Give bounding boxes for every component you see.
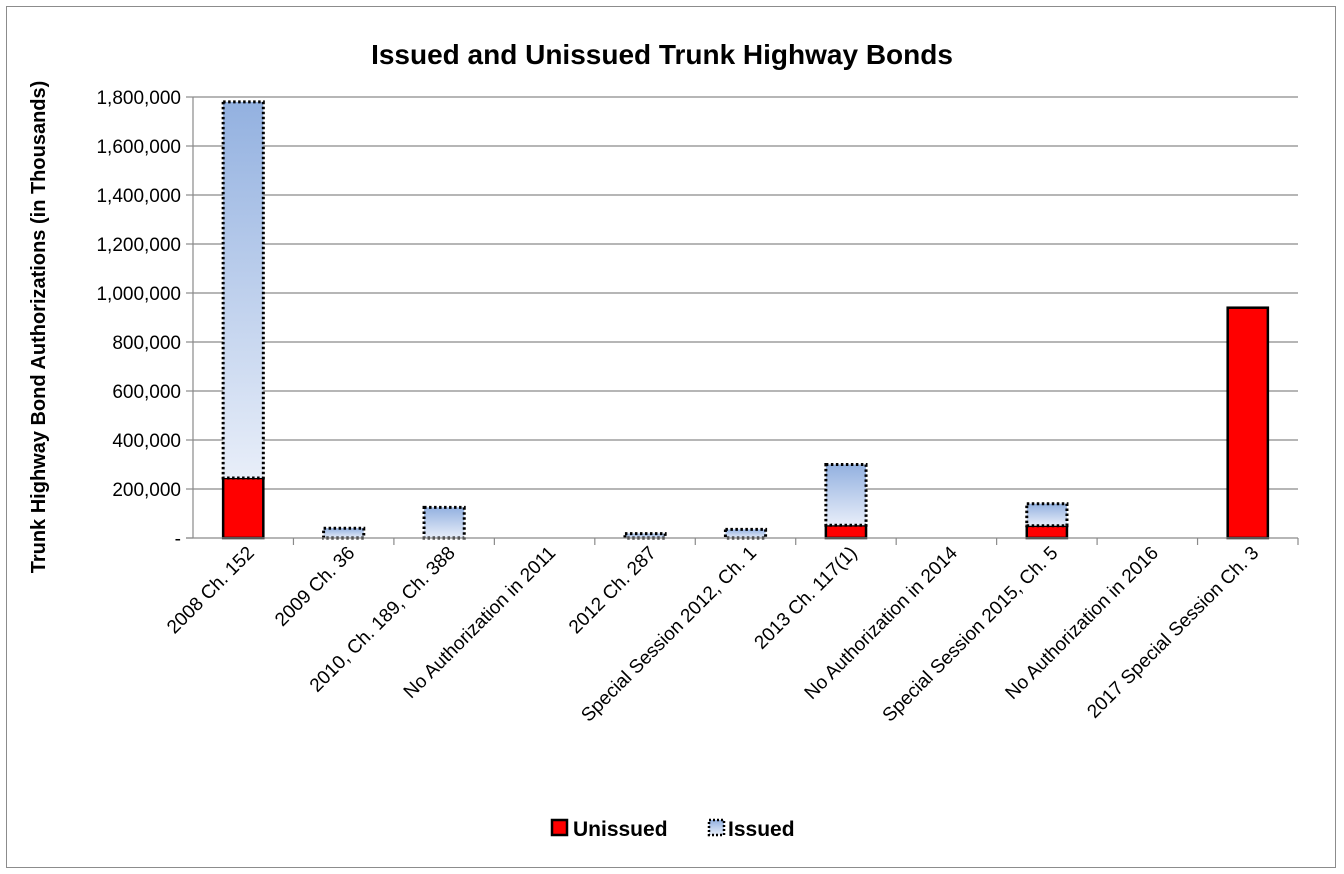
y-tick-label: 800,000 [112, 333, 181, 354]
x-tick-label: Special Session 2012, Ch. 1 [577, 543, 761, 727]
bar-issued [322, 526, 366, 540]
legend: Unissued Issued [550, 818, 795, 841]
x-tick-label: 2008 Ch. 152 [163, 543, 259, 639]
y-tick-label: 1,600,000 [96, 137, 181, 158]
legend-label-issued: Issued [728, 818, 795, 841]
bars [221, 100, 1270, 540]
x-tick-label: 2017 Special Session Ch. 3 [1083, 543, 1263, 723]
y-tick-label: 200,000 [112, 480, 181, 501]
y-axis-ticks: - 200,000 400,000 600,000 800,000 1,000,000 1,… [96, 88, 193, 550]
gridlines [193, 96, 1298, 490]
bar-issued [422, 505, 466, 540]
x-tick-label: 2009 Ch. 36 [271, 543, 359, 631]
y-tick-label: 1,000,000 [96, 284, 181, 305]
bar-issued [623, 532, 667, 540]
legend-label-unissued: Unissued [573, 818, 668, 841]
bar-unissued [1025, 524, 1069, 540]
y-axis-label: Trunk Highway Bond Authorizations (in Th… [28, 81, 50, 574]
bar-issued [1025, 502, 1069, 528]
y-tick-label: 600,000 [112, 382, 181, 403]
bar-unissued [824, 524, 868, 540]
bar-unissued [1226, 306, 1270, 540]
bar-issued [723, 527, 768, 540]
legend-swatch-issued [707, 818, 726, 837]
chart-frame: Issued and Unissued Trunk Highway Bonds … [6, 6, 1336, 868]
y-tick-label: 1,200,000 [96, 235, 181, 256]
bar-issued [824, 463, 868, 527]
chart-title: Issued and Unissued Trunk Highway Bonds [371, 39, 953, 70]
y-tick-label: 1,800,000 [96, 88, 181, 109]
x-tick-label: 2012 Ch. 287 [565, 543, 661, 639]
y-tick-label: 400,000 [112, 431, 181, 452]
axes [186, 97, 1298, 539]
x-tick-label: Special Session 2015, Ch. 5 [879, 543, 1063, 727]
y-tick-label: 1,400,000 [96, 186, 181, 207]
legend-swatch-unissued [550, 818, 569, 837]
bar-issued [221, 100, 265, 480]
bar-unissued [221, 476, 265, 540]
x-tick-label: 2013 Ch. 117(1) [751, 543, 862, 654]
y-tick-label: - [175, 529, 181, 550]
chart: Issued and Unissued Trunk Highway Bonds … [28, 39, 1299, 841]
